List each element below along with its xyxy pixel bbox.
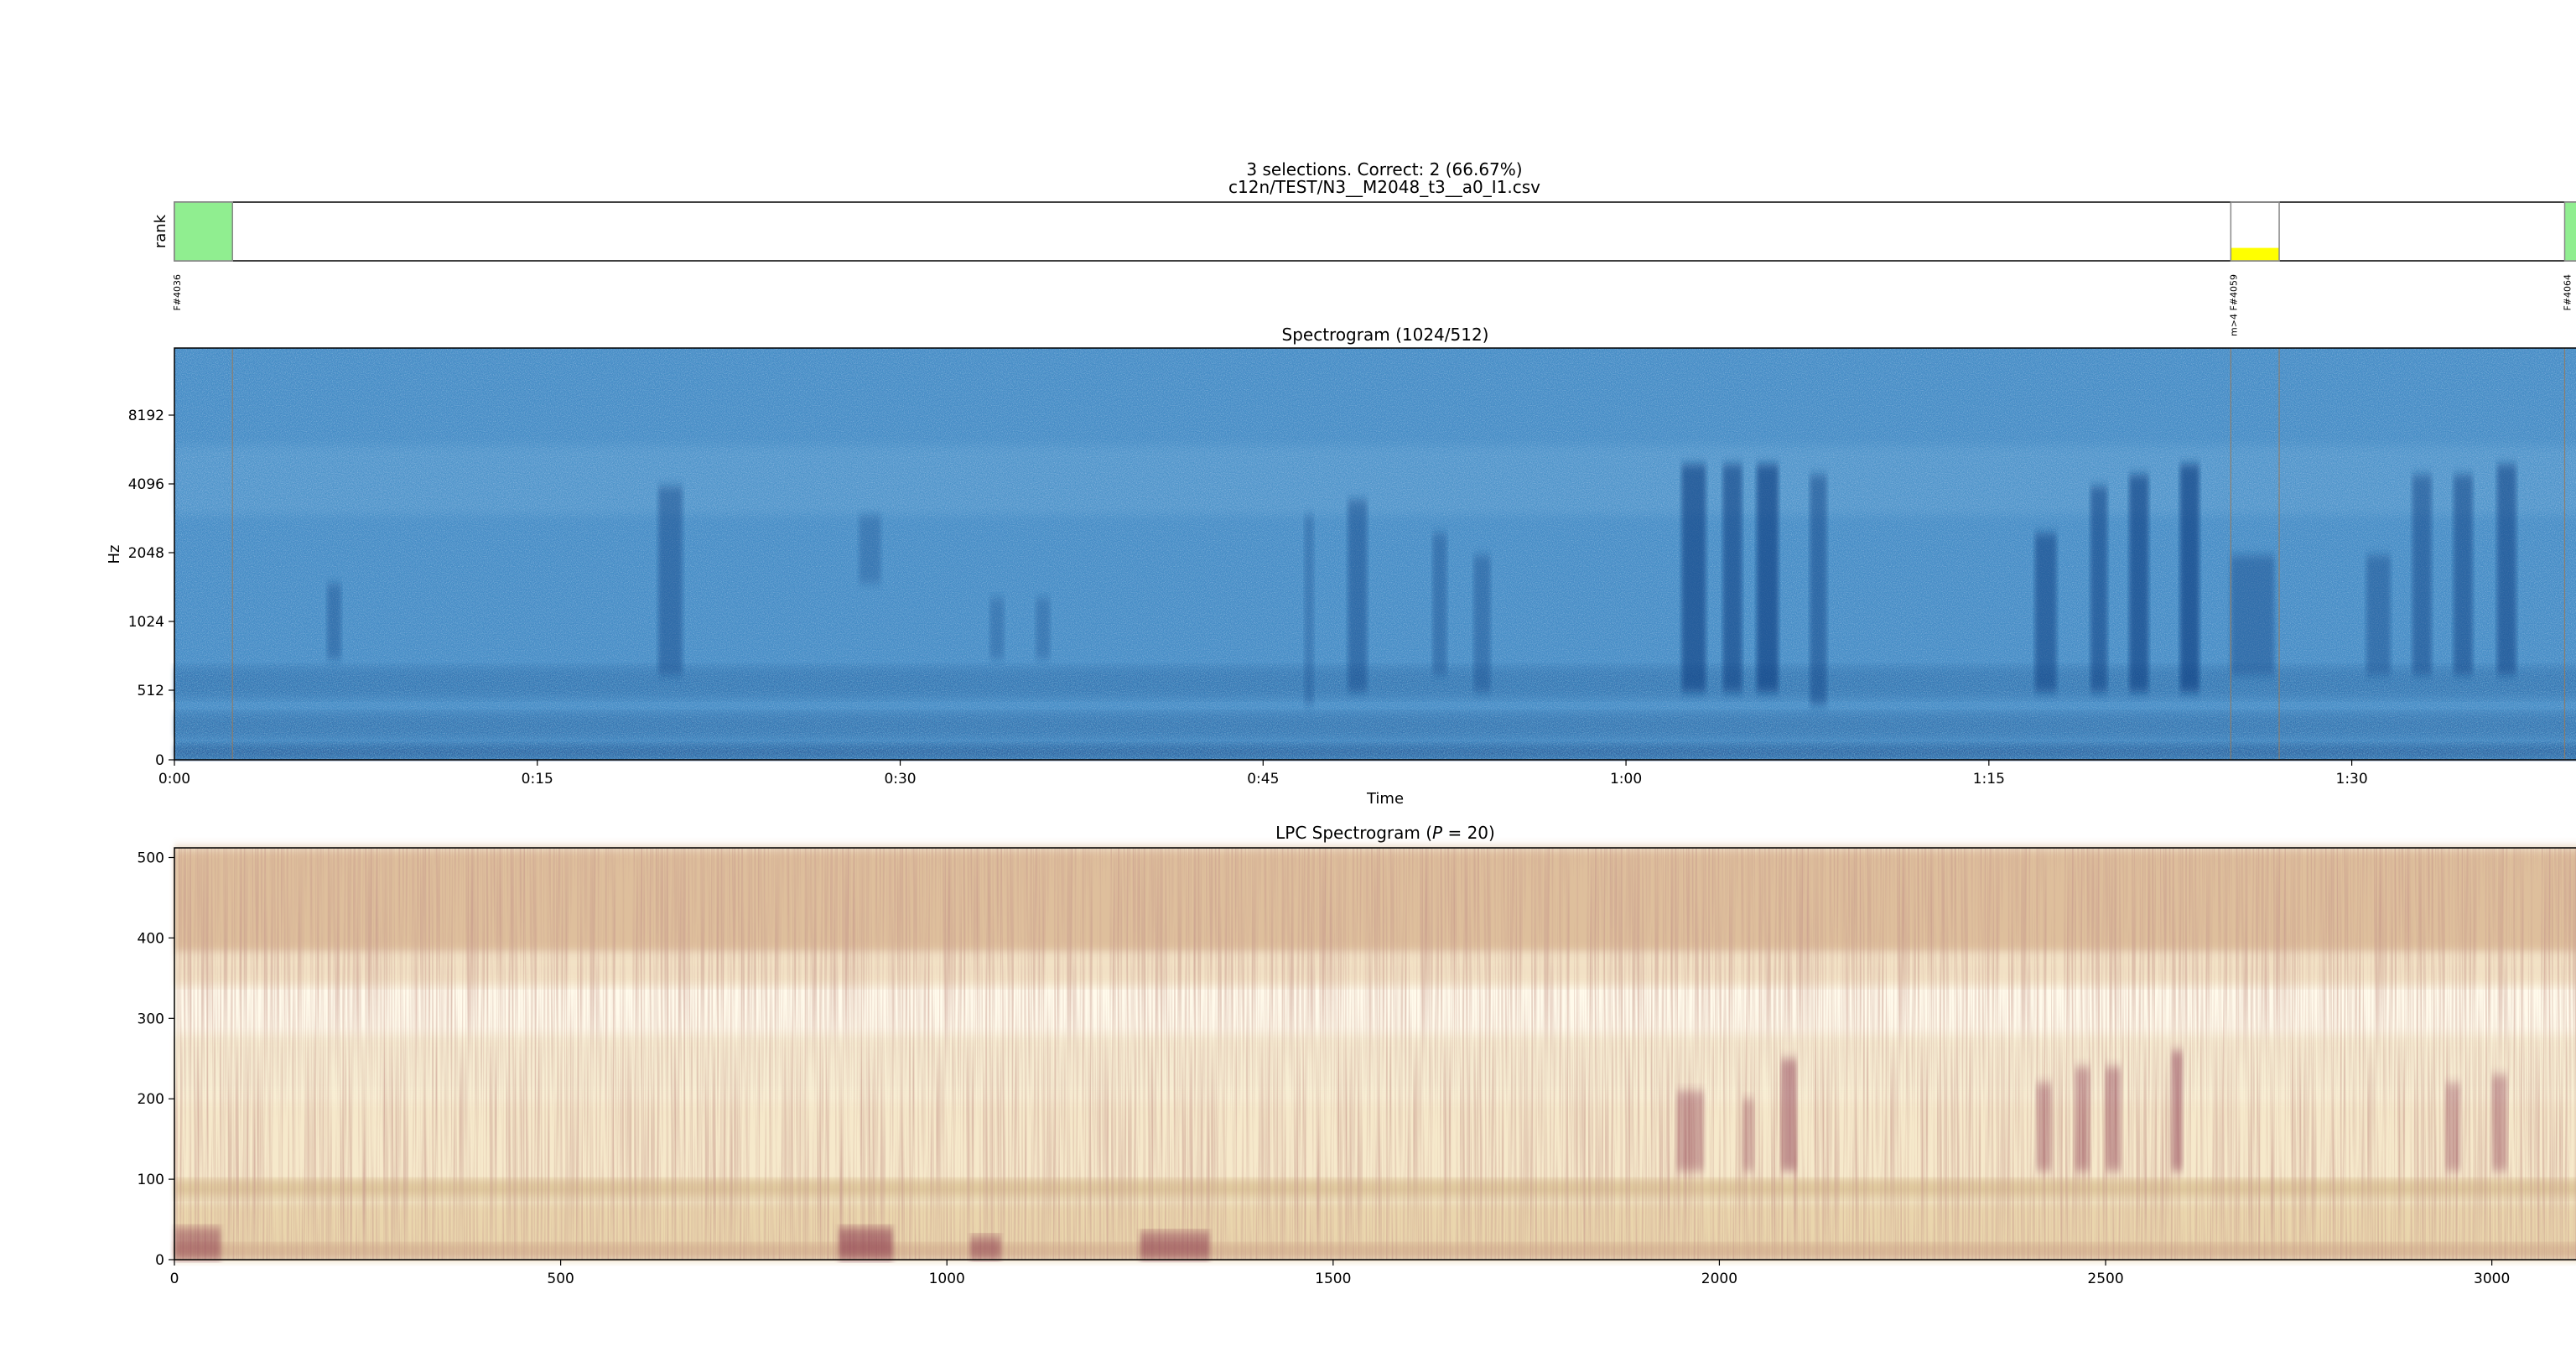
spectrogram-event — [658, 486, 683, 675]
spectrogram-event — [1681, 464, 1706, 692]
spectrogram-event — [1722, 464, 1742, 692]
spectrogram-event — [1036, 597, 1051, 660]
lpc-event — [2075, 1066, 2090, 1172]
lpc-title: LPC Spectrogram (P = 20) — [1275, 823, 1495, 843]
spectrogram-event — [2090, 486, 2108, 692]
lpc-event — [1676, 1090, 1704, 1172]
selection-outline — [2230, 201, 2280, 262]
lpc-event — [1781, 1058, 1797, 1172]
spectrogram-event — [1304, 514, 1314, 706]
selections-panel: rank F#4036 m>4 F#4059 F#4064 — [152, 201, 2576, 336]
selection-label: F#4064 — [2562, 274, 2573, 311]
lpc-event — [1742, 1099, 1754, 1172]
x-tick-label: 0:00 — [158, 771, 190, 787]
lpc-title-suffix: = 20) — [1442, 823, 1495, 843]
spectrogram-event — [1756, 464, 1779, 692]
spectrogram-event — [2496, 464, 2516, 675]
spectrogram-noise-light — [174, 348, 2576, 760]
x-tick-label: 2000 — [1701, 1271, 1737, 1287]
y-tick-label: 4096 — [128, 476, 164, 493]
spectrogram-event — [859, 514, 881, 584]
spectrogram-event — [2231, 554, 2275, 675]
lpc-title-var: P — [1432, 823, 1443, 843]
spectrogram-event — [2179, 464, 2199, 692]
y-tick-label: 100 — [138, 1172, 164, 1188]
lpc-noise — [174, 848, 2576, 1260]
x-tick-label: 0:15 — [522, 771, 553, 787]
selection-outline — [2563, 201, 2576, 262]
y-tick-label: 2048 — [128, 545, 164, 562]
selection-label: m>4 F#4059 — [2228, 274, 2239, 336]
x-tick-label: 0:30 — [884, 771, 916, 787]
spectrogram-event — [1432, 533, 1447, 675]
spectrogram-title: Spectrogram (1024/512) — [1282, 325, 1489, 345]
x-tick-label: 1000 — [929, 1271, 965, 1287]
lpc-event — [2036, 1083, 2052, 1172]
spectrogram-panel: Spectrogram (1024/512) 0:00 0:15 0:30 0:45 1… — [106, 325, 2576, 808]
x-tick-label: 500 — [547, 1271, 574, 1287]
y-tick-label: 200 — [138, 1091, 164, 1108]
y-tick-label: 1024 — [128, 614, 164, 631]
y-tick-label: 400 — [138, 930, 164, 947]
spectrogram-event — [989, 597, 1005, 660]
x-tick-label: 1:30 — [2336, 771, 2368, 787]
spectrogram-event — [2412, 474, 2432, 675]
spectrogram-event — [1348, 499, 1368, 692]
spectrogram-event — [326, 583, 342, 660]
y-tick-label: 300 — [138, 1011, 164, 1027]
lpc-event — [2491, 1074, 2508, 1172]
x-tick-label: 3000 — [2474, 1271, 2510, 1287]
selection-label: F#4036 — [172, 274, 183, 311]
spectrogram-event — [2366, 554, 2391, 675]
y-tick-label: 0 — [155, 1252, 164, 1269]
spectrogram-event — [1473, 554, 1491, 692]
selections-ylabel: rank — [152, 214, 169, 248]
lpc-title-prefix: LPC Spectrogram ( — [1275, 823, 1432, 843]
x-tick-label: 1500 — [1315, 1271, 1351, 1287]
figure-title-line1: 3 selections. Correct: 2 (66.67%) — [1246, 159, 1522, 179]
spectrogram-axes-frame — [174, 347, 2576, 761]
spectrogram-xlabel: Time — [1366, 790, 1404, 808]
selections-axes-frame — [174, 201, 2576, 262]
x-tick-label: 1:00 — [1610, 771, 1642, 787]
lpc-axes-frame — [174, 847, 2576, 1260]
lpc-event — [839, 1227, 893, 1260]
x-tick-label: 0 — [170, 1271, 179, 1287]
spectrogram-ylabel: Hz — [106, 545, 123, 564]
y-tick-label: 512 — [138, 683, 164, 699]
spectrogram-event — [2129, 474, 2149, 692]
x-tick-label: 0:45 — [1247, 771, 1279, 787]
lpc-event — [2171, 1050, 2184, 1172]
lpc-spectrogram-panel: LPC Spectrogram (P = 20) 0 500 1000 1500 200… — [138, 823, 2576, 1287]
spectrogram-event — [2453, 474, 2473, 675]
selection-fill — [174, 202, 233, 261]
y-tick-label: 8192 — [128, 408, 164, 424]
selection-outline — [174, 201, 233, 262]
lpc-event — [174, 1227, 221, 1260]
y-tick-label: 500 — [138, 850, 164, 867]
spectrogram-event — [1810, 474, 1827, 706]
lpc-event — [2106, 1066, 2122, 1172]
spectrogram-event — [2034, 533, 2057, 692]
selection-fill — [2564, 202, 2576, 261]
figure-title-line2: c12n/TEST/N3__M2048_t3__a0_I1.csv — [1228, 177, 1540, 197]
selection-fill — [2231, 247, 2280, 261]
x-tick-label: 2500 — [2087, 1271, 2123, 1287]
y-tick-label: 0 — [155, 752, 164, 769]
lpc-event — [2445, 1083, 2461, 1172]
x-tick-label: 1:15 — [1973, 771, 2005, 787]
lpc-event — [1140, 1231, 1210, 1260]
lpc-event — [969, 1235, 1001, 1260]
